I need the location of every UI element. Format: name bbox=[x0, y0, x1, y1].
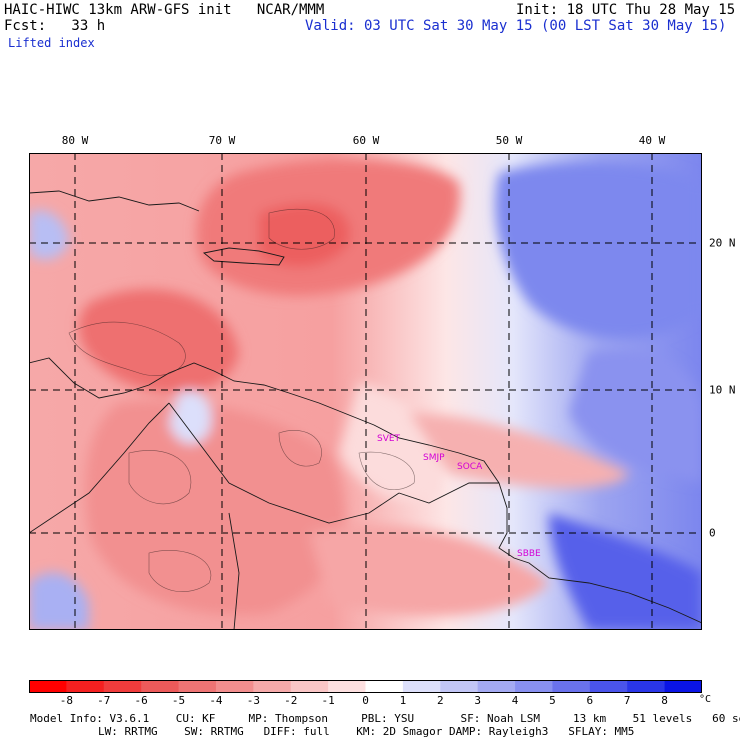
venezuela-border bbox=[168, 402, 400, 524]
station-smjp: SMJP bbox=[423, 453, 445, 463]
colorbar bbox=[29, 680, 702, 693]
forecast-hour: Fcst: 33 h bbox=[4, 18, 106, 34]
colorbar-cell bbox=[365, 680, 404, 693]
lon-label-70w: 70 W bbox=[208, 134, 236, 147]
colorbar-tick-label: 5 bbox=[549, 694, 556, 707]
graticule bbox=[29, 153, 702, 630]
model-title: HAIC-HIWC 13km ARW-GFS init NCAR/MMM bbox=[4, 2, 325, 18]
colorbar-tick-label: -2 bbox=[284, 694, 298, 707]
init-time: Init: 18 UTC Thu 28 May 15 bbox=[516, 2, 736, 18]
lat-label-20n: 20 N bbox=[709, 236, 736, 250]
colorbar-cell bbox=[477, 680, 516, 693]
model-info-line1: Model Info: V3.6.1 CU: KF MP: Thompson P… bbox=[30, 712, 740, 725]
lat-label-0: 0 bbox=[709, 526, 716, 540]
valid-time: Valid: 03 UTC Sat 30 May 15 (00 LST Sat … bbox=[305, 18, 727, 34]
colorbar-cell bbox=[29, 680, 67, 693]
hispaniola-coast bbox=[202, 247, 285, 266]
colorbar-cell bbox=[440, 680, 479, 693]
colorbar-cell bbox=[589, 680, 628, 693]
field-name: Lifted index bbox=[8, 36, 95, 50]
lon-label-40w: 40 W bbox=[638, 134, 666, 147]
colorbar-cell bbox=[515, 680, 553, 693]
colorbar-tick-label: 0 bbox=[362, 694, 369, 707]
colorbar-tick-label: 8 bbox=[661, 694, 668, 707]
colorbar-cell bbox=[178, 680, 217, 693]
colorbar-tick-label: 6 bbox=[586, 694, 594, 707]
colombia-border bbox=[29, 402, 170, 534]
colorbar-tick-label: 2 bbox=[436, 694, 444, 707]
colorbar-cell bbox=[103, 680, 142, 693]
guiana-border bbox=[398, 482, 499, 504]
contour-lines bbox=[68, 208, 415, 592]
colorbar-tick-label: -5 bbox=[171, 694, 186, 707]
colorbar-cell bbox=[627, 680, 666, 693]
station-svet: SVET bbox=[377, 434, 401, 444]
field-shading bbox=[29, 159, 702, 630]
lat-label-10n: 10 N bbox=[709, 383, 736, 397]
colorbar-cell bbox=[66, 680, 105, 693]
inland-border bbox=[228, 512, 240, 630]
colorbar-tick-label: -6 bbox=[134, 694, 148, 707]
colorbar-cell bbox=[253, 680, 292, 693]
station-markers: SVET SMJP SOCA SBBE bbox=[377, 434, 541, 559]
colorbar-unit: °C bbox=[699, 694, 712, 705]
lon-label-50w: 50 W bbox=[495, 134, 523, 147]
lifted-index-map: SVET SMJP SOCA SBBE bbox=[29, 153, 702, 630]
country-borders bbox=[29, 190, 702, 630]
colorbar-cell bbox=[664, 680, 702, 693]
colorbar-tick-label: -3 bbox=[246, 694, 260, 707]
colorbar-tick-label: 4 bbox=[511, 694, 519, 707]
lon-label-80w: 80 W bbox=[61, 134, 89, 147]
colorbar-tick-label: -1 bbox=[321, 694, 335, 707]
station-sbbe: SBBE bbox=[517, 549, 541, 559]
cuba-coast bbox=[29, 190, 200, 212]
model-info-line2: LW: RRTMG SW: RRTMG DIFF: full KM: 2D Sm… bbox=[98, 725, 635, 738]
colorbar-tick-label: -4 bbox=[209, 694, 223, 707]
colorbar-tick-label: -7 bbox=[97, 694, 111, 707]
colorbar-cell bbox=[328, 680, 366, 693]
lon-label-60w: 60 W bbox=[352, 134, 380, 147]
colorbar-cell bbox=[552, 680, 591, 693]
colorbar-tick-label: 3 bbox=[474, 694, 481, 707]
colorbar-tick-label: 1 bbox=[399, 694, 407, 707]
colorbar-tick-label: -8 bbox=[59, 694, 73, 707]
colorbar-cell bbox=[141, 680, 180, 693]
south-america-coast bbox=[29, 357, 702, 624]
colorbar-cell bbox=[290, 680, 329, 693]
colorbar-cell bbox=[215, 680, 254, 693]
map-frame bbox=[29, 153, 702, 630]
station-soca: SOCA bbox=[457, 462, 483, 472]
colorbar-cell bbox=[402, 680, 441, 693]
colorbar-tick-label: 7 bbox=[623, 694, 631, 707]
